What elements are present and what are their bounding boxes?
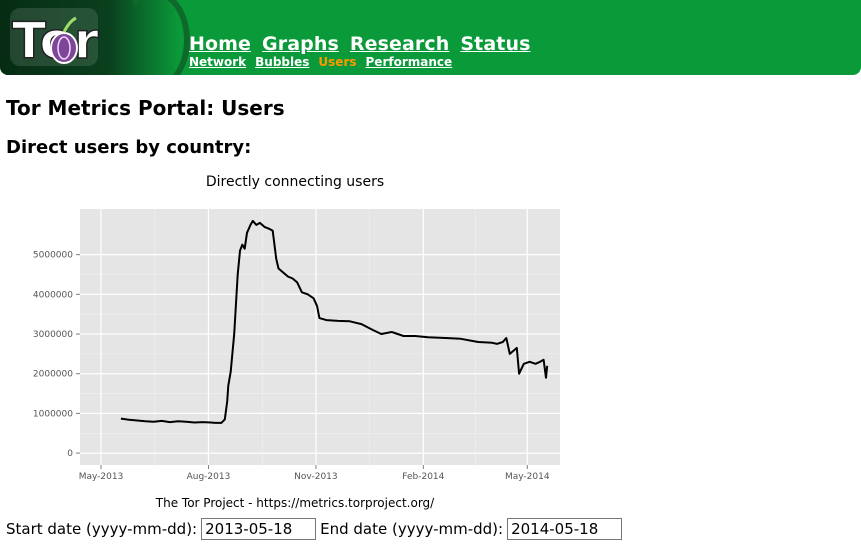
x-tick-label: Aug-2013 (187, 472, 231, 482)
main-nav: Home Graphs Research Status (189, 33, 530, 55)
subnav-performance-link[interactable]: Performance (365, 55, 453, 69)
chart-title: Directly connecting users (206, 174, 384, 190)
users-chart: Directly connecting users 0 1000000 200000… (0, 165, 600, 515)
subnav-network-link[interactable]: Network (189, 55, 247, 69)
plot-panel (80, 209, 560, 465)
y-tick-label: 0 (67, 449, 73, 459)
tor-logo-icon[interactable]: Tor (8, 6, 100, 68)
y-tick-label: 4000000 (33, 290, 73, 300)
y-tick-label: 3000000 (33, 330, 73, 340)
y-tick-label: 5000000 (33, 251, 73, 261)
chart-svg: Directly connecting users 0 1000000 200000… (33, 174, 560, 510)
nav-graphs-link[interactable]: Graphs (262, 33, 339, 55)
page-title: Tor Metrics Portal: Users (6, 96, 285, 120)
nav-home-link[interactable]: Home (189, 33, 252, 55)
y-tick-label: 1000000 (33, 409, 73, 419)
series-line (120, 219, 549, 424)
x-tick-label: May-2014 (505, 472, 550, 482)
chart-caption: The Tor Project - https://metrics.torpro… (155, 496, 435, 510)
start-date-input[interactable] (201, 518, 317, 540)
subnav-bubbles-link[interactable]: Bubbles (255, 55, 310, 69)
sub-nav: Network Bubbles Users Performance (189, 55, 452, 69)
x-tick-label: Feb-2014 (402, 472, 444, 482)
y-tick-label: 2000000 (33, 370, 73, 380)
nav-status-link[interactable]: Status (460, 33, 531, 55)
x-tick-label: May-2013 (79, 472, 124, 482)
nav-research-link[interactable]: Research (349, 33, 450, 55)
end-date-label: End date (yyyy-mm-dd): (320, 520, 504, 538)
section-title: Direct users by country: (6, 137, 252, 158)
date-form: Start date (yyyy-mm-dd): End date (yyyy-… (6, 518, 626, 540)
start-date-label: Start date (yyyy-mm-dd): (6, 520, 198, 538)
subnav-users-link[interactable]: Users (318, 55, 357, 69)
x-tick-label: Nov-2013 (294, 472, 337, 482)
banner-swoosh (120, 0, 190, 75)
end-date-input[interactable] (507, 518, 623, 540)
header-banner: Tor Home Graphs Research Status Network … (0, 0, 861, 75)
